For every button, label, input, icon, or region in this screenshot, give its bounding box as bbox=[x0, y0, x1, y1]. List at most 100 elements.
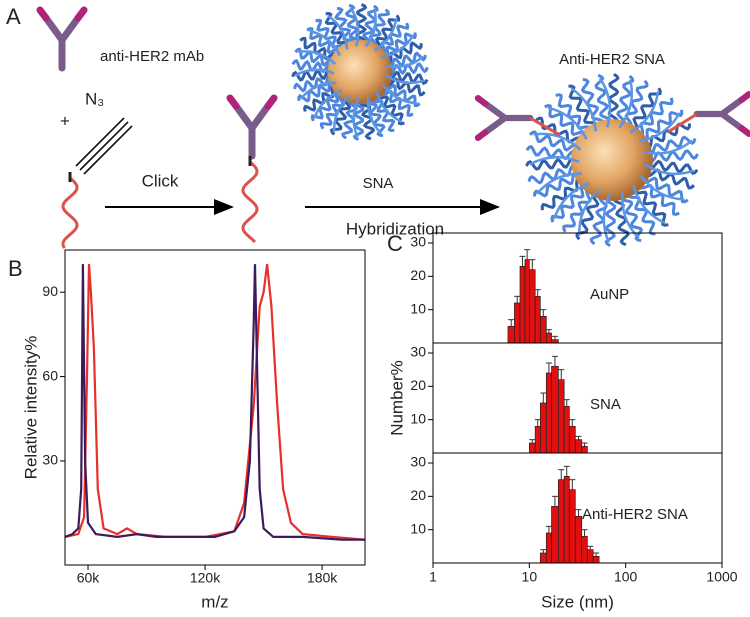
antibody-label: anti-HER2 mAb bbox=[100, 48, 204, 65]
dna-strand bbox=[310, 90, 341, 122]
dna-strand bbox=[631, 87, 662, 132]
dna-strand bbox=[299, 81, 337, 100]
dna-strand bbox=[375, 93, 405, 126]
dna-strand bbox=[629, 91, 660, 134]
histogram-bar bbox=[528, 442, 536, 454]
plot-frame bbox=[64, 249, 366, 566]
histogram-bar bbox=[581, 535, 588, 564]
antibody bbox=[474, 95, 534, 141]
y-axis-title: Number% bbox=[387, 360, 406, 436]
dna-strand bbox=[294, 68, 335, 77]
y-tick-label: 10 bbox=[410, 410, 426, 426]
y-tick-label: 30 bbox=[42, 452, 58, 468]
histogram-bar bbox=[534, 425, 541, 454]
antibody bbox=[226, 94, 278, 160]
antibody-body bbox=[693, 96, 745, 132]
y-tick-label: 30 bbox=[410, 234, 426, 250]
y-tick-label: 20 bbox=[410, 377, 426, 393]
dna-strand bbox=[616, 74, 635, 126]
alkyne bbox=[75, 117, 133, 175]
dna-strand bbox=[639, 175, 685, 201]
x-tick-label: 120k bbox=[190, 570, 221, 586]
histogram-bar bbox=[551, 365, 559, 454]
dna-strand bbox=[646, 135, 697, 156]
x-tick-label: 1000 bbox=[706, 569, 737, 585]
histogram-bar bbox=[586, 549, 594, 564]
dna-strand bbox=[594, 73, 612, 126]
plot-frame bbox=[432, 452, 723, 564]
histogram-bar bbox=[592, 555, 600, 564]
histogram-bar bbox=[563, 475, 570, 564]
dna-strand bbox=[297, 80, 336, 103]
dna-strand bbox=[535, 172, 582, 195]
dna-strand bbox=[327, 14, 349, 50]
dna-strand bbox=[381, 83, 418, 105]
dna-strand bbox=[620, 193, 644, 243]
dna-strand bbox=[309, 29, 341, 57]
dna-strand bbox=[352, 99, 365, 141]
y-tick-label: 90 bbox=[42, 283, 58, 299]
dna-strand bbox=[632, 184, 666, 225]
y-tick-label: 20 bbox=[410, 267, 426, 283]
dna-strand bbox=[386, 70, 429, 86]
dna-strand bbox=[578, 189, 600, 236]
dna-strand bbox=[349, 6, 360, 47]
dna-strand bbox=[568, 84, 597, 130]
dna-strand bbox=[643, 139, 693, 155]
x-tick-label: 100 bbox=[614, 569, 638, 585]
dna-strand bbox=[547, 106, 588, 140]
x-axis-title: m/z bbox=[201, 592, 228, 611]
dna-strand bbox=[294, 47, 335, 67]
plus-sign: + bbox=[60, 111, 70, 130]
histogram-bar bbox=[528, 269, 536, 344]
antibody bbox=[693, 91, 750, 137]
panel-label: B bbox=[8, 256, 23, 281]
dna-strand bbox=[642, 176, 689, 204]
linker bbox=[667, 112, 698, 134]
histogram-bar bbox=[539, 402, 547, 454]
product-label: Anti-HER2 SNA bbox=[559, 51, 665, 68]
dna-strand bbox=[598, 77, 612, 128]
histogram-bar bbox=[514, 302, 521, 344]
y-tick-label: 10 bbox=[410, 300, 426, 316]
antibody bbox=[36, 6, 88, 72]
histogram-bar bbox=[574, 439, 583, 454]
dna-strand bbox=[621, 191, 640, 239]
dna-strand bbox=[602, 192, 612, 243]
antibody-tip bbox=[36, 6, 88, 22]
x-tick-label: 1 bbox=[429, 569, 437, 585]
dna-strand bbox=[618, 79, 634, 129]
dna-strand bbox=[385, 55, 424, 69]
dna-strand bbox=[644, 163, 695, 176]
dna-strand bbox=[638, 112, 681, 143]
schematic: A anti-HER2 mAb N₃ + Click SNA Hybridiza… bbox=[6, 3, 750, 249]
dna-strand bbox=[386, 51, 427, 70]
x-tick-label: 180k bbox=[307, 570, 338, 586]
dna-strand bbox=[525, 157, 577, 171]
gold-nanoparticle bbox=[571, 119, 653, 201]
dna-strand bbox=[324, 11, 349, 49]
dna-strand bbox=[550, 184, 588, 223]
dna-strand bbox=[364, 8, 377, 48]
y-tick-label: 30 bbox=[410, 344, 426, 360]
histogram-bar bbox=[557, 379, 565, 454]
dna-strand bbox=[361, 4, 379, 46]
histogram-bar bbox=[519, 265, 526, 344]
dna-strand bbox=[365, 97, 386, 138]
antibody-tip bbox=[474, 95, 489, 141]
x-axis-title: Size (nm) bbox=[541, 592, 614, 611]
antibody-body bbox=[482, 100, 534, 136]
histogram-bar bbox=[557, 479, 565, 564]
gold-nanoparticle bbox=[327, 39, 393, 105]
panel-label: A bbox=[6, 4, 21, 29]
dna-strand bbox=[640, 109, 684, 142]
histogram-bar bbox=[574, 515, 583, 564]
dna-strand bbox=[544, 104, 586, 138]
dna-strand bbox=[306, 27, 340, 55]
antibody-tip bbox=[226, 94, 278, 110]
histogram-bar bbox=[539, 315, 547, 344]
dna-strand bbox=[633, 186, 669, 227]
dna-strand bbox=[624, 79, 649, 128]
step-label: Hybridization bbox=[346, 219, 444, 238]
